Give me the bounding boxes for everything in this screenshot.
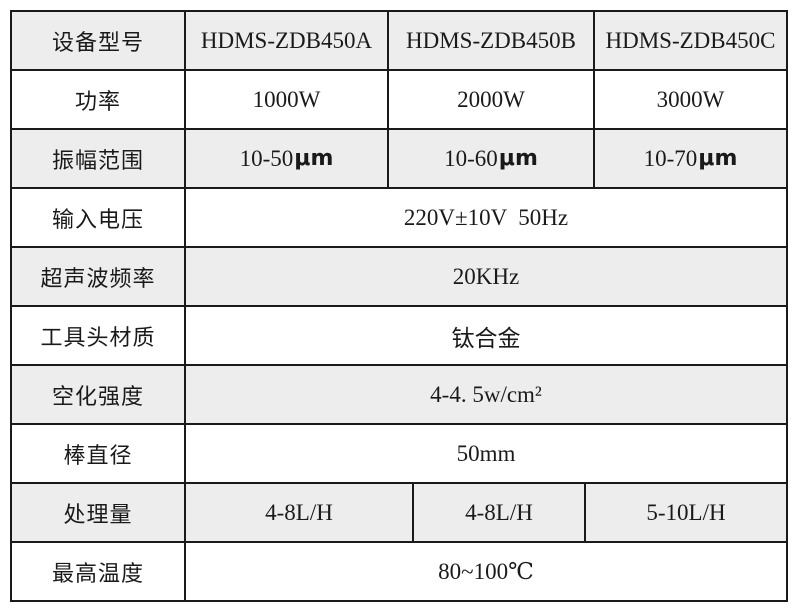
- row-ultrasonic-frequency: 超声波频率 20KHz: [12, 248, 786, 307]
- row-label-ultrasonic-frequency: 超声波频率: [12, 248, 186, 305]
- cell-amplitude-a: 10-50 μm: [186, 130, 389, 187]
- row-amplitude-range: 振幅范围 10-50 μm 10-60 μm 10-70 μm: [12, 130, 786, 189]
- row-label-input-voltage: 输入电压: [12, 189, 186, 246]
- amplitude-b-number: 10-60: [444, 145, 498, 171]
- amplitude-b-unit: μm: [498, 146, 538, 171]
- row-label-tool-head-material: 工具头材质: [12, 307, 186, 364]
- row-input-voltage: 输入电压 220V±10V 50Hz: [12, 189, 786, 248]
- row-max-temperature: 最高温度 80~100℃: [12, 543, 786, 600]
- row-label-amplitude-range: 振幅范围: [12, 130, 186, 187]
- cell-amplitude-c: 10-70 μm: [595, 130, 786, 187]
- row-label-device-model: 设备型号: [12, 12, 186, 69]
- amplitude-c-number: 10-70: [643, 145, 698, 171]
- cell-model-b: HDMS-ZDB450B: [389, 12, 595, 69]
- row-tool-head-material: 工具头材质 钛合金: [12, 307, 786, 366]
- row-device-model: 设备型号 HDMS-ZDB450A HDMS-ZDB450B HDMS-ZDB4…: [12, 12, 786, 71]
- row-label-max-temperature: 最高温度: [12, 543, 186, 600]
- row-throughput: 处理量 4-8L/H 4-8L/H 5-10L/H: [12, 484, 786, 543]
- cell-power-a: 1000W: [186, 71, 389, 128]
- cell-input-voltage: 220V±10V 50Hz: [403, 204, 569, 230]
- cell-throughput-c: 5-10L/H: [646, 499, 726, 525]
- spec-table: 设备型号 HDMS-ZDB450A HDMS-ZDB450B HDMS-ZDB4…: [10, 10, 788, 602]
- row-cavitation-intensity: 空化强度 4-4. 5w/cm²: [12, 366, 786, 425]
- cell-model-a: HDMS-ZDB450A: [186, 12, 389, 69]
- cell-throughput-a: 4-8L/H: [186, 484, 414, 541]
- row-label-rod-diameter: 棒直径: [12, 425, 186, 482]
- cell-ultrasonic-frequency: 20KHz: [452, 263, 520, 289]
- cell-power-c: 3000W: [656, 86, 725, 112]
- cell-power-b: 2000W: [389, 71, 595, 128]
- row-label-throughput: 处理量: [12, 484, 186, 541]
- row-label-cavitation-intensity: 空化强度: [12, 366, 186, 423]
- amplitude-a-unit: μm: [294, 146, 334, 171]
- row-power: 功率 1000W 2000W 3000W: [12, 71, 786, 130]
- cell-max-temperature: 80~100℃: [438, 558, 534, 584]
- cell-cavitation-intensity: 4-4. 5w/cm²: [430, 381, 542, 407]
- row-label-power: 功率: [12, 71, 186, 128]
- amplitude-a-number: 10-50: [239, 145, 294, 171]
- cell-rod-diameter: 50mm: [456, 440, 516, 466]
- cell-model-c: HDMS-ZDB450C: [605, 27, 776, 53]
- row-rod-diameter: 棒直径 50mm: [12, 425, 786, 484]
- cell-tool-head-material: 钛合金: [451, 325, 521, 351]
- cell-throughput-b: 4-8L/H: [414, 484, 586, 541]
- cell-amplitude-b: 10-60 μm: [389, 130, 595, 187]
- amplitude-c-unit: μm: [698, 146, 738, 171]
